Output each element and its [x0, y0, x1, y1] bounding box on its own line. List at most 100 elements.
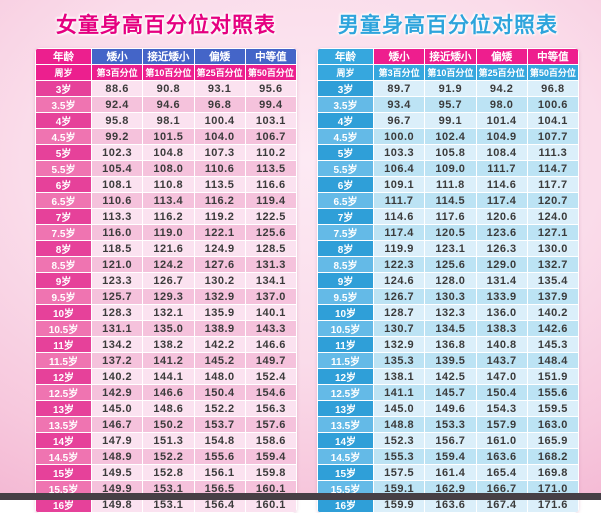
age-cell: 7岁 [317, 208, 374, 225]
age-cell: 4岁 [35, 112, 92, 129]
height-value-cell: 161.0 [475, 432, 528, 449]
table-row: 7岁 114.6 117.6 120.6 124.0 [317, 208, 579, 225]
height-value-cell: 150.2 [142, 416, 195, 433]
height-value-cell: 138.2 [142, 336, 195, 353]
height-value-cell: 148.6 [142, 400, 195, 417]
bottom-border-bar [0, 493, 601, 500]
height-value-cell: 127.1 [526, 224, 579, 241]
height-value-cell: 135.9 [193, 304, 246, 321]
height-value-cell: 89.7 [372, 80, 426, 97]
age-cell: 11.5岁 [317, 352, 374, 369]
height-value-cell: 113.4 [142, 192, 195, 209]
height-value-cell: 96.7 [372, 112, 426, 129]
p3-header-cell: 第3百分位 [372, 64, 426, 81]
p10-header-cell: 第10百分位 [142, 64, 195, 81]
age-cell: 6.5岁 [35, 192, 92, 209]
table-row: 11岁 134.2 138.2 142.2 146.6 [35, 336, 297, 353]
table-row: 6.5岁 111.7 114.5 117.4 120.7 [317, 192, 579, 209]
height-value-cell: 149.5 [90, 464, 144, 481]
height-value-cell: 159.4 [244, 448, 297, 465]
age-cell: 13.5岁 [317, 416, 374, 433]
height-value-cell: 114.7 [526, 160, 579, 177]
height-value-cell: 107.3 [193, 144, 246, 161]
height-value-cell: 152.2 [193, 400, 246, 417]
age-cell: 6.5岁 [317, 192, 374, 209]
height-value-cell: 95.7 [424, 96, 477, 113]
height-value-cell: 117.4 [372, 224, 426, 241]
age-header-cell: 年龄 [317, 48, 374, 65]
height-value-cell: 103.3 [372, 144, 426, 161]
height-value-cell: 104.1 [526, 112, 579, 129]
height-value-cell: 117.4 [475, 192, 528, 209]
girls-header-category-row: 年龄 矮小 接近矮小 偏矮 中等值 [35, 48, 297, 65]
height-value-cell: 99.2 [90, 128, 144, 145]
height-value-cell: 155.3 [372, 448, 426, 465]
height-value-cell: 116.2 [142, 208, 195, 225]
height-value-cell: 135.0 [142, 320, 195, 337]
age-cell: 3岁 [35, 80, 92, 97]
height-value-cell: 108.1 [90, 176, 144, 193]
height-value-cell: 96.8 [193, 96, 246, 113]
height-value-cell: 104.0 [193, 128, 246, 145]
height-value-cell: 130.0 [526, 240, 579, 257]
height-value-cell: 100.6 [526, 96, 579, 113]
height-value-cell: 137.0 [244, 288, 297, 305]
height-value-cell: 128.0 [424, 272, 477, 289]
height-value-cell: 151.3 [142, 432, 195, 449]
girls-table-body: 3岁 88.6 90.8 93.1 95.6 3.5岁 92.4 94.6 96.8 99.4 4岁… [35, 80, 297, 513]
height-value-cell: 137.9 [526, 288, 579, 305]
height-value-cell: 165.9 [526, 432, 579, 449]
age-cell: 6岁 [35, 176, 92, 193]
height-value-cell: 90.8 [142, 80, 195, 97]
height-value-cell: 141.2 [142, 352, 195, 369]
height-value-cell: 113.5 [244, 160, 297, 177]
table-row: 8岁 119.9 123.1 126.3 130.0 [317, 240, 579, 257]
boys-table-body: 3岁 89.7 91.9 94.2 96.8 3.5岁 93.4 95.7 98.0 100.6 4… [317, 80, 579, 513]
table-row: 10.5岁 131.1 135.0 138.9 143.3 [35, 320, 297, 337]
height-value-cell: 100.4 [193, 112, 246, 129]
height-value-cell: 132.1 [142, 304, 195, 321]
height-value-cell: 157.5 [372, 464, 426, 481]
table-row: 8.5岁 121.0 124.2 127.6 131.3 [35, 256, 297, 273]
height-value-cell: 120.7 [526, 192, 579, 209]
average-header-cell: 中等值 [526, 48, 579, 65]
height-value-cell: 117.6 [424, 208, 477, 225]
boys-header-percentile-row: 周岁 第3百分位 第10百分位 第25百分位 第50百分位 [317, 64, 579, 81]
p10-header-cell: 第10百分位 [424, 64, 477, 81]
height-value-cell: 134.5 [424, 320, 477, 337]
age-cell: 7.5岁 [317, 224, 374, 241]
height-value-cell: 171.0 [526, 480, 579, 497]
height-value-cell: 116.6 [244, 176, 297, 193]
height-value-cell: 142.6 [526, 320, 579, 337]
p25-header-cell: 第25百分位 [193, 64, 246, 81]
height-value-cell: 113.5 [193, 176, 246, 193]
height-value-cell: 124.9 [193, 240, 246, 257]
height-value-cell: 136.0 [475, 304, 528, 321]
height-value-cell: 126.7 [372, 288, 426, 305]
height-value-cell: 126.3 [475, 240, 528, 257]
height-value-cell: 93.4 [372, 96, 426, 113]
height-value-cell: 136.8 [424, 336, 477, 353]
height-value-cell: 103.1 [244, 112, 297, 129]
height-value-cell: 117.7 [526, 176, 579, 193]
height-value-cell: 156.1 [193, 464, 246, 481]
table-row: 14.5岁 148.9 152.2 155.6 159.4 [35, 448, 297, 465]
height-value-cell: 130.7 [372, 320, 426, 337]
age-cell: 11岁 [317, 336, 374, 353]
height-value-cell: 116.2 [193, 192, 246, 209]
height-value-cell: 145.0 [372, 400, 426, 417]
height-value-cell: 165.4 [475, 464, 528, 481]
height-value-cell: 123.1 [424, 240, 477, 257]
height-value-cell: 130.3 [424, 288, 477, 305]
height-value-cell: 122.1 [193, 224, 246, 241]
height-value-cell: 101.5 [142, 128, 195, 145]
height-value-cell: 140.1 [244, 304, 297, 321]
age-cell: 13岁 [35, 400, 92, 417]
table-row: 12岁 140.2 144.1 148.0 152.4 [35, 368, 297, 385]
height-value-cell: 114.6 [372, 208, 426, 225]
height-value-cell: 144.1 [142, 368, 195, 385]
height-value-cell: 134.2 [90, 336, 144, 353]
height-value-cell: 128.3 [90, 304, 144, 321]
height-value-cell: 127.6 [193, 256, 246, 273]
height-value-cell: 142.5 [424, 368, 477, 385]
